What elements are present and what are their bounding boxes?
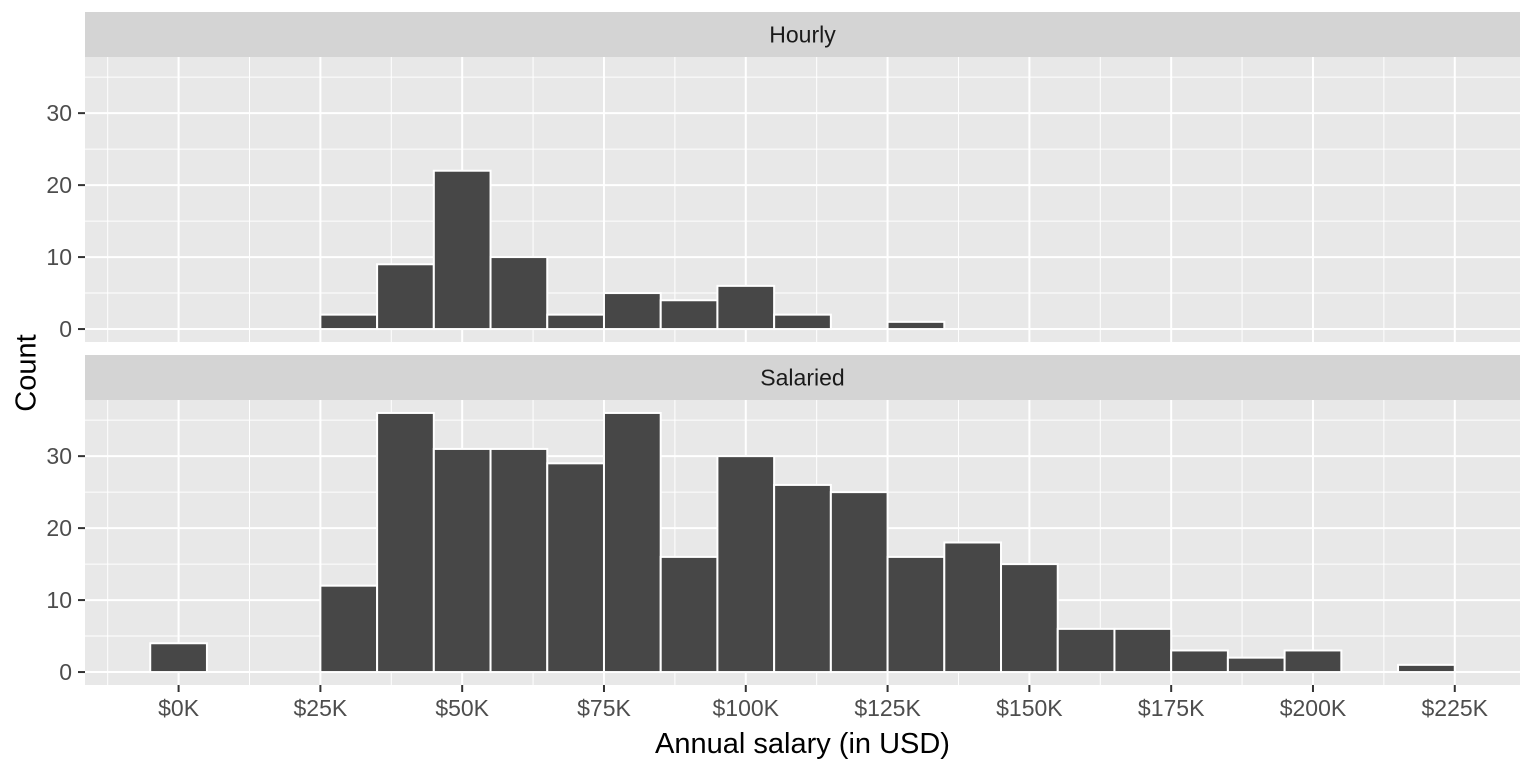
x-tick-label: $175K	[1138, 695, 1205, 721]
facet-strip	[85, 355, 1520, 400]
y-axis-title: Count	[10, 334, 43, 412]
x-tick-label: $125K	[854, 695, 921, 721]
histogram-bar	[319, 584, 379, 674]
histogram-bar	[659, 555, 719, 674]
histogram-bar	[489, 256, 549, 331]
histogram-bar	[886, 320, 946, 331]
facet-strip-label: Hourly	[769, 22, 836, 48]
histogram-bar	[602, 292, 662, 331]
histogram-bar	[546, 313, 605, 331]
y-tick-label: 30	[46, 443, 72, 469]
histogram-bar	[546, 462, 605, 674]
y-tick-label: 20	[46, 172, 72, 198]
histogram-bar	[432, 169, 492, 331]
x-tick-label: $75K	[577, 695, 631, 721]
x-tick-label: $150K	[996, 695, 1063, 721]
x-tick-label: $100K	[713, 695, 780, 721]
histogram-bar	[1170, 649, 1229, 674]
histogram-bar	[149, 642, 208, 674]
y-tick-label: 0	[59, 316, 72, 342]
histogram-bar	[716, 284, 776, 331]
panel-background	[85, 57, 1520, 342]
x-tick-label: $200K	[1280, 695, 1347, 721]
histogram-bar	[1113, 627, 1173, 674]
histogram-bar	[1000, 563, 1059, 674]
histogram-bar	[1397, 663, 1456, 674]
histogram-bar	[376, 263, 435, 331]
histogram-bar	[886, 555, 946, 674]
histogram-bar	[1283, 649, 1343, 674]
x-axis-title: Annual salary (in USD)	[655, 728, 950, 760]
histogram-bar	[943, 541, 1003, 674]
histogram-bar	[1056, 627, 1116, 674]
y-tick-label: 30	[46, 100, 72, 126]
histogram-bar	[489, 447, 549, 674]
y-tick-label: 10	[46, 244, 72, 270]
y-tick-label: 20	[46, 515, 72, 541]
histogram-bar	[602, 411, 662, 674]
x-tick-label: $0K	[158, 695, 200, 721]
facet-strip-label: Salaried	[760, 365, 844, 391]
histogram-bar	[716, 455, 776, 674]
histogram-bar	[773, 313, 832, 331]
histogram-bar	[659, 299, 719, 331]
histogram-bar	[1226, 656, 1286, 674]
histogram-bar	[319, 313, 379, 331]
histogram-bar	[376, 411, 435, 674]
histogram-bar	[432, 447, 492, 674]
y-tick-label: 10	[46, 587, 72, 613]
y-tick-label: 0	[59, 659, 72, 685]
x-tick-label: $50K	[435, 695, 489, 721]
x-tick-label: $225K	[1422, 695, 1489, 721]
x-tick-label: $25K	[294, 695, 348, 721]
histogram-bar	[773, 483, 832, 674]
histogram-bar	[829, 491, 889, 674]
facet-strip	[85, 12, 1520, 57]
